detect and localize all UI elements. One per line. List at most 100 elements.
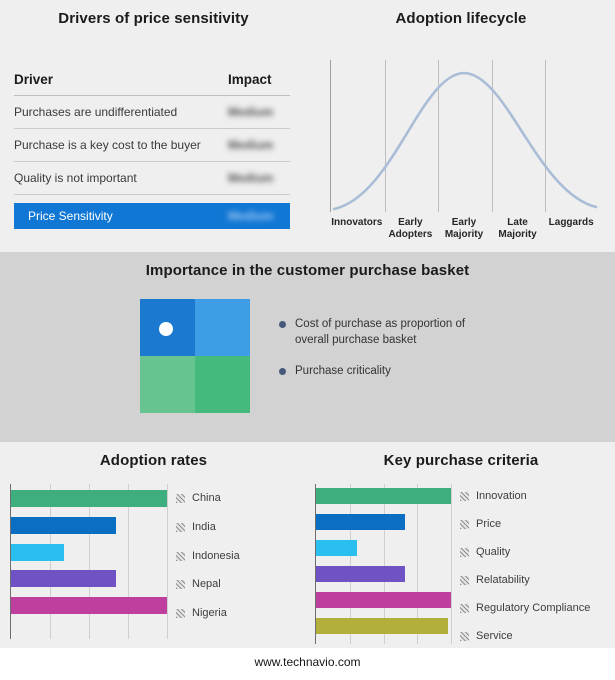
lifecycle-panel-title: Adoption lifecycle <box>395 10 527 27</box>
key-purchase-criteria-bars <box>316 488 451 644</box>
gridline <box>89 484 90 639</box>
driver-cell: Purchase is a key cost to the buyer <box>14 138 201 152</box>
impact-cell-blurred: Medium <box>228 138 274 152</box>
bar-innovation <box>316 488 451 504</box>
impact-cell-blurred: Medium <box>228 171 274 185</box>
adoption-rates-bars <box>11 490 167 624</box>
legend-item: Regulatory Compliance <box>460 600 590 628</box>
legend-label: Regulatory Compliance <box>476 602 591 614</box>
legend-item: Quality <box>460 544 590 572</box>
driver-column-header: Driver <box>14 72 54 87</box>
adoption-rates-chart <box>10 484 168 639</box>
legend-swatch-icon <box>176 580 185 590</box>
bar-nigeria <box>11 597 167 614</box>
segment-divider <box>491 60 493 212</box>
quadrant-top-left <box>140 299 195 356</box>
gridline <box>167 484 168 639</box>
legend-label: Nigeria <box>192 607 227 619</box>
footer-strip <box>0 648 615 680</box>
legend-label: Indonesia <box>192 549 240 562</box>
position-marker-dot <box>159 322 173 336</box>
quadrant-top-right <box>195 299 250 356</box>
legend-label: Nepal <box>192 578 221 591</box>
gridline <box>128 484 129 639</box>
bar-nepal <box>11 570 116 588</box>
lifecycle-axis-labels: Innovators Early Adopters Early Majority… <box>330 217 598 241</box>
segment-divider <box>438 60 440 212</box>
legend-swatch-icon <box>176 522 185 532</box>
legend-item: Relatability <box>460 572 590 600</box>
impact-cell-blurred: Medium <box>228 105 274 119</box>
bullet-item: Cost of purchase as proportion of overal… <box>279 317 494 349</box>
bar-service <box>316 618 449 634</box>
drivers-panel-title: Drivers of price sensitivity <box>58 10 249 27</box>
impact-column-header: Impact <box>228 72 272 87</box>
legend-label: China <box>192 492 221 504</box>
legend-swatch-icon <box>460 604 469 613</box>
legend-swatch-icon <box>176 494 185 503</box>
legend-item: China <box>176 490 240 519</box>
bullet-text: Cost of purchase as proportion of overal… <box>295 318 466 346</box>
legend-swatch-icon <box>460 632 469 641</box>
table-row: Purchases are undifferentiated Medium <box>14 96 290 129</box>
legend-label: India <box>192 520 216 533</box>
gridline <box>383 484 385 644</box>
basket-bullet-list: Cost of purchase as proportion of overal… <box>279 317 494 395</box>
legend-label: Price <box>476 518 502 530</box>
bullet-icon <box>279 321 286 328</box>
legend-swatch-icon <box>460 520 469 529</box>
segment-divider <box>384 60 386 212</box>
legend-item: Nigeria <box>176 605 240 634</box>
legend-item: Indonesia <box>176 548 240 577</box>
gridline <box>50 484 51 639</box>
legend-item: India <box>176 519 240 548</box>
drivers-table-header: Driver Impact <box>14 64 290 96</box>
bar-indonesia <box>11 543 65 561</box>
bar-china <box>11 490 167 507</box>
quadrant-bottom-right <box>195 356 250 413</box>
legend-label: Innovation <box>476 490 527 502</box>
lifecycle-chart <box>330 60 599 212</box>
legend-swatch-icon <box>176 609 185 618</box>
axis-label-innovators: Innovators <box>331 217 383 228</box>
segment-divider <box>545 60 547 212</box>
table-row: Purchase is a key cost to the buyer Medi… <box>14 129 290 162</box>
bar-regulatory-compliance <box>316 592 451 608</box>
drivers-table: Driver Impact Purchases are undifferenti… <box>14 64 290 195</box>
legend-swatch-icon <box>176 551 185 561</box>
bullet-text: Purchase criticality <box>295 364 391 377</box>
bar-relatability <box>316 566 406 582</box>
middle-band <box>0 252 615 442</box>
legend-item: Innovation <box>460 488 590 516</box>
basket-panel-title: Importance in the customer purchase bask… <box>145 262 470 279</box>
key-purchase-criteria-chart <box>315 484 452 644</box>
legend-swatch-icon <box>460 548 469 557</box>
legend-swatch-icon <box>460 576 469 585</box>
legend-label: Service <box>476 630 513 642</box>
table-row: Quality is not important Medium <box>14 162 290 195</box>
impact-cell-blurred: Medium <box>228 209 274 223</box>
bullet-icon <box>279 367 286 375</box>
price-sensitivity-summary-row: Price Sensitivity Medium <box>14 203 290 229</box>
key-purchase-criteria-title: Key purchase criteria <box>383 452 539 469</box>
bullet-item: Purchase criticality <box>279 364 494 380</box>
key-purchase-criteria-legend: Innovation Price Quality Relatability Re… <box>460 488 590 656</box>
legend-item: Nepal <box>176 576 240 605</box>
driver-cell: Purchases are undifferentiated <box>14 105 178 119</box>
legend-label: Quality <box>476 546 511 558</box>
gridline <box>417 484 419 644</box>
axis-label-early-adopters: Early Adopters <box>388 217 433 240</box>
legend-item: Service <box>460 628 590 656</box>
adoption-rates-title: Adoption rates <box>99 452 208 469</box>
axis-label-early-majority: Early Majority <box>444 217 484 240</box>
gridline <box>349 484 351 644</box>
quadrant-bottom-left <box>140 356 195 413</box>
axis-label-laggards: Laggards <box>548 217 594 228</box>
axis-label-late-majority: Late Majority <box>498 217 537 240</box>
bar-quality <box>316 540 357 556</box>
gridline <box>451 484 452 644</box>
bar-price <box>316 514 406 530</box>
technavio-footer-url: www.technavio.com <box>254 655 361 669</box>
legend-item: Price <box>460 516 590 544</box>
